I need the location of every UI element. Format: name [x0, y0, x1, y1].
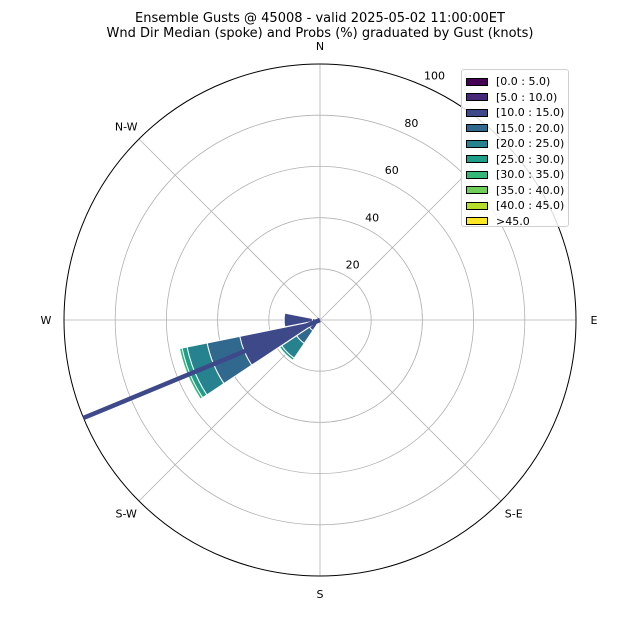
legend-swatch: [466, 170, 488, 179]
legend-item: [10.0 : 15.0): [466, 105, 568, 121]
direction-label-n: N: [316, 40, 324, 53]
chart-title-line2: Wnd Dir Median (spoke) and Probs (%) gra…: [106, 26, 534, 41]
legend-swatch: [466, 186, 488, 195]
legend-swatch: [466, 155, 488, 164]
legend-item: [25.0 : 30.0): [466, 152, 568, 168]
direction-label-s: S: [317, 588, 324, 601]
legend-label: [30.0 : 35.0): [496, 168, 565, 182]
legend-label: [5.0 : 10.0): [496, 90, 558, 104]
chart-title: Ensemble Gusts @ 45008 - valid 2025-05-0…: [0, 11, 640, 41]
legend-swatch: [466, 201, 488, 210]
legend-label: [35.0 : 40.0): [496, 183, 565, 197]
legend-swatch: [466, 93, 488, 102]
chart-title-line1: Ensemble Gusts @ 45008 - valid 2025-05-0…: [135, 11, 505, 26]
radial-tick-label-80: 80: [404, 117, 418, 130]
outer-circle: [63, 63, 577, 577]
legend-label: [40.0 : 45.0): [496, 199, 565, 213]
legend-label: [15.0 : 20.0): [496, 121, 565, 135]
wedge-270-bin-2: [283, 312, 314, 328]
legend-swatch: [466, 108, 488, 117]
radial-tick-label-100: 100: [424, 69, 445, 82]
legend-item: [0.0 : 5.0): [466, 74, 568, 90]
legend-item: [35.0 : 40.0): [466, 183, 568, 199]
direction-label-w: W: [41, 314, 52, 327]
direction-label-e: E: [591, 314, 598, 327]
legend-item: [20.0 : 25.0): [466, 136, 568, 152]
radial-tick-label-20: 20: [346, 259, 360, 272]
legend-label: >45.0: [496, 214, 530, 228]
legend: [0.0 : 5.0) [5.0 : 10.0) [10.0 : 15.0) [15.…: [461, 69, 569, 230]
direction-label-s-w: S-W: [116, 508, 138, 521]
legend-label: [25.0 : 30.0): [496, 152, 565, 166]
grid-spoke-315: [138, 138, 321, 321]
legend-label: [0.0 : 5.0): [496, 75, 551, 89]
legend-label: [10.0 : 15.0): [496, 106, 565, 120]
legend-label: [20.0 : 25.0): [496, 137, 565, 151]
label-layer: 20 40 60 80 100 N E S-E S S-W W N-W: [41, 40, 598, 601]
legend-swatch: [466, 77, 488, 86]
radial-tick-label-40: 40: [365, 211, 379, 224]
wedge-247.5-bin-6: [178, 347, 204, 400]
legend-swatch: [466, 124, 488, 133]
median-spoke-layer: [82, 317, 321, 421]
wedge-layer: [178, 312, 321, 400]
legend-item: [15.0 : 20.0): [466, 121, 568, 137]
median-spoke: [82, 317, 321, 421]
direction-label-n-w: N-W: [115, 120, 138, 133]
legend-item: [40.0 : 45.0): [466, 198, 568, 214]
legend-item: [30.0 : 35.0): [466, 167, 568, 183]
legend-item: >45.0: [466, 214, 568, 230]
radial-tick-label-60: 60: [385, 164, 399, 177]
legend-item: [5.0 : 10.0): [466, 90, 568, 106]
legend-swatch: [466, 217, 488, 226]
grid-spoke-135: [319, 319, 502, 502]
direction-label-s-e: S-E: [505, 508, 523, 521]
legend-swatch: [466, 139, 488, 148]
